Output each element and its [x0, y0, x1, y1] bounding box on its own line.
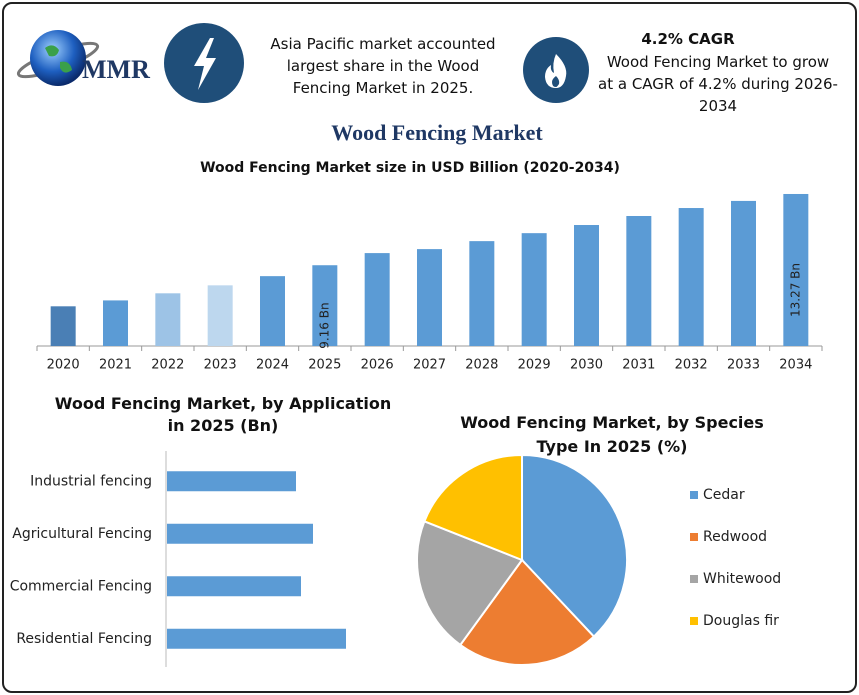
legend-label: Whitewood	[703, 571, 781, 587]
x-tick-label: 2026	[361, 358, 394, 373]
x-tick-label: 2034	[779, 358, 812, 373]
bar	[678, 208, 704, 346]
x-tick-label: 2030	[570, 358, 603, 373]
legend-swatch	[690, 533, 698, 541]
logo-globe	[30, 30, 86, 86]
pie-slice	[521, 453, 628, 638]
x-tick-label: 2032	[675, 358, 708, 373]
bolt	[194, 38, 216, 90]
bar	[731, 200, 756, 346]
bar	[167, 576, 301, 597]
x-tick-label: 2022	[151, 358, 184, 373]
main-title: Wood Fencing Market	[331, 120, 543, 145]
chart-title: Wood Fencing Market, by Application in 2…	[54, 394, 392, 435]
logo-land	[45, 45, 72, 73]
value-label: 9.16 Bn	[317, 302, 331, 348]
bar	[521, 233, 547, 346]
bar	[167, 523, 313, 544]
legend-swatch	[690, 575, 698, 583]
bar	[417, 249, 442, 346]
y-tick-label: Agricultural Fencing	[12, 526, 152, 542]
x-tick-label: 2020	[47, 358, 80, 373]
bar	[783, 193, 809, 346]
logo-text: MMR	[82, 55, 150, 84]
legend-swatch	[690, 491, 698, 499]
bar	[260, 276, 285, 346]
pie-slice	[416, 520, 524, 647]
bar	[469, 241, 495, 346]
x-tick-label: 2021	[99, 358, 132, 373]
x-tick-label: 2031	[622, 358, 655, 373]
x-tick-label: 2025	[308, 358, 341, 373]
legend-label: Redwood	[703, 529, 767, 545]
cagr-title: 4.2% CAGR	[641, 30, 735, 48]
bar	[574, 225, 599, 346]
x-tick-label: 2033	[727, 358, 760, 373]
y-tick-label: Industrial fencing	[30, 473, 152, 489]
bar	[207, 285, 233, 346]
legend-label: Douglas fir	[703, 613, 779, 629]
flame	[545, 54, 567, 88]
y-tick-label: Commercial Fencing	[10, 578, 152, 594]
chart-title: Wood Fencing Market size in USD Billion …	[200, 160, 620, 176]
x-tick-label: 2023	[204, 358, 237, 373]
y-tick-label: Residential Fencing	[16, 631, 152, 647]
bar	[103, 300, 128, 346]
x-tick-label: 2028	[465, 358, 498, 373]
bar	[50, 306, 76, 346]
chart-title: Wood Fencing Market, by Species Type In …	[460, 413, 764, 456]
value-label: 13.27 Bn	[788, 263, 802, 317]
flame-core	[552, 76, 560, 87]
x-tick-label: 2027	[413, 358, 446, 373]
legend-swatch	[690, 617, 698, 625]
bar	[626, 216, 652, 346]
pie-slice	[423, 453, 523, 562]
bar	[364, 253, 390, 346]
pie-slice	[458, 558, 596, 666]
bar	[312, 265, 338, 346]
x-tick-label: 2024	[256, 358, 289, 373]
highlight-text: Asia Pacific market accounted largest sh…	[270, 35, 496, 97]
x-tick-label: 2029	[518, 358, 551, 373]
legend-label: Cedar	[703, 487, 745, 503]
bar	[167, 628, 346, 649]
cagr-text: Wood Fencing Market to grow at a CAGR of…	[598, 53, 838, 115]
bar	[167, 471, 296, 492]
bar	[155, 293, 181, 346]
